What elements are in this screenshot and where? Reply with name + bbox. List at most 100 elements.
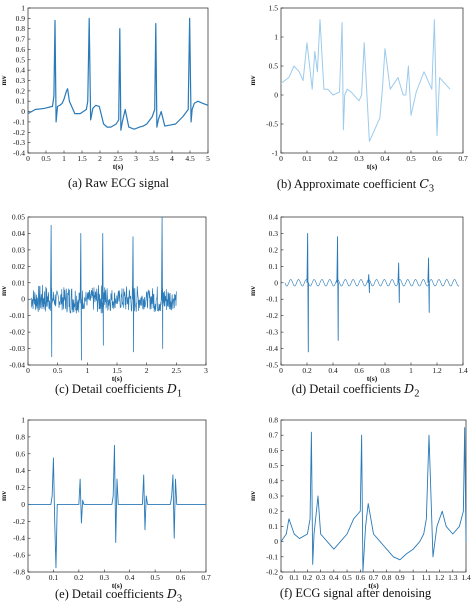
x-tick-label: 0.2 (302, 366, 312, 375)
y-tick-label: -0.4 (266, 344, 278, 353)
y-tick-label: 0.5 (269, 461, 279, 470)
x-tick-label: 0.4 (380, 154, 390, 163)
x-tick-label: 0.1 (290, 573, 300, 582)
y-tick-label: 0.2 (269, 507, 279, 516)
y-tick-label: 0.01 (12, 278, 25, 287)
x-tick-label: 1.5 (77, 154, 87, 163)
x-tick-label: 1.5 (112, 366, 122, 375)
x-tick-label: 0.3 (354, 154, 364, 163)
x-tick-label: 4 (170, 154, 174, 163)
x-tick-label: 1.4 (461, 573, 471, 582)
y-tick-label: -0.04 (9, 361, 25, 370)
x-tick-label: 0.8 (380, 366, 390, 375)
x-tick-label: 0.6 (356, 573, 366, 582)
caption-f-text: (f) ECG signal after denoising (279, 586, 432, 600)
y-tick-label: 1.5 (269, 4, 279, 13)
chart-a-svg: 0 0.5 1 1.5 2 2.5 3 3.5 4 4.5 5-0.4-0.3-0.2-0.100.… (0, 4, 210, 172)
x-tick-label: 0.5 (150, 573, 160, 582)
caption-a-text: (a) Raw ECG signal (67, 176, 170, 190)
y-tick-label: 0.4 (16, 66, 26, 75)
caption-c: (c) Detail coefficients D1 (0, 381, 237, 400)
x-tick-label: 0.2 (328, 154, 338, 163)
y-tick-label: 0.1 (269, 522, 279, 531)
y-tick-label: 0.05 (12, 213, 25, 222)
y-tick-label: 0.6 (269, 446, 279, 455)
x-tick-label: 1 (62, 154, 66, 163)
x-axis-label: t(s) (112, 374, 123, 383)
y-tick-label: -0.4 (13, 149, 25, 158)
x-axis-label: t(s) (367, 162, 378, 171)
y-tick-label: 0.6 (16, 449, 26, 458)
x-tick-label: 0.4 (125, 573, 135, 582)
y-tick-label: -0.2 (266, 311, 278, 320)
y-axis-label: mv (248, 75, 257, 85)
plot-frame-c (27, 216, 207, 366)
y-tick-label: -0.1 (13, 117, 25, 126)
x-tick-label: 0.2 (303, 573, 313, 582)
y-tick-label: 0 (274, 278, 278, 287)
caption-e-sub: 3 (176, 593, 183, 605)
y-tick-label: 0 (274, 537, 278, 546)
y-tick-label: -0.8 (13, 568, 25, 577)
plot-frame-b (280, 7, 464, 154)
caption-f: (f) ECG signal after denoising (237, 586, 474, 601)
y-axis-label: mv (0, 491, 8, 501)
chart-d-svg: 0 0.2 0.4 0.6 0.8 1 1.2 1.4 -0.5 -0.4 -0.3 -0.2 -0.1… (248, 213, 468, 384)
chart-panel-d: 0 0.2 0.4 0.6 0.8 1 1.2 1.4 -0.5 -0.4 -0.3 -0.2 -0.1… (237, 205, 474, 405)
y-tick-label: 0.4 (16, 466, 26, 475)
chart-panel-a: 0 0.5 1 1.5 2 2.5 3 3.5 4 4.5 5 -0.4 -0.3 -0.2 -0.1 0 0.… (0, 0, 237, 200)
chart-panel-b: 0 0.1 0.2 0.3 0.4 0.5 0.6 0.7 -1 -0.5 0 0.5 1 1.5 t(s)… (237, 0, 474, 200)
caption-c-math: D (166, 381, 177, 396)
caption-e-text: (e) Detail coefficients (54, 587, 164, 601)
series-line-c (50, 216, 164, 361)
y-tick-label: 0.1 (16, 97, 26, 106)
x-tick-label: 0 (26, 366, 30, 375)
baseline-wave-d (284, 279, 460, 287)
y-tick-label: -0.1 (266, 295, 278, 304)
y-tick-label: 0 (21, 500, 25, 509)
x-tick-label: 0.6 (354, 366, 364, 375)
y-axis-label: mv (248, 286, 257, 296)
x-tick-label: 0.5 (41, 154, 51, 163)
x-tick-label: 0 (26, 154, 30, 163)
x-tick-label: 0.5 (342, 573, 352, 582)
chart-e-svg: 0 0.1 0.2 0.3 0.4 0.5 0.6 0.7 -0.8 -0.6 -0.4 -0.2 0 0… (0, 416, 211, 591)
y-tick-label: 0 (274, 91, 278, 100)
x-tick-label: 1 (411, 573, 415, 582)
y-tick-label: -0.1 (266, 552, 278, 561)
y-tick-label: 0.9 (16, 14, 26, 23)
x-tick-label: 0.6 (432, 154, 442, 163)
x-tick-label: 0 (279, 154, 283, 163)
x-tick-label: 1.2 (435, 573, 445, 582)
y-axis-label: mv (0, 286, 8, 296)
y-tick-label: 0.04 (12, 229, 25, 238)
caption-d-sub: 2 (414, 388, 420, 400)
x-axis-label: t(s) (112, 581, 123, 590)
y-tick-label: 0.5 (16, 55, 26, 64)
plot-frame-f (280, 419, 467, 573)
x-tick-label: 1 (409, 366, 413, 375)
x-tick-label: 2 (145, 366, 149, 375)
x-tick-label: 1.1 (422, 573, 432, 582)
x-tick-label: 0.7 (369, 573, 379, 582)
x-tick-label: 1.4 (458, 366, 468, 375)
x-tick-label: 0.7 (458, 154, 468, 163)
y-tick-label: 0.02 (12, 262, 25, 271)
plot-frame-d (280, 216, 464, 366)
caption-d: (d) Detail coefficients D2 (237, 381, 474, 400)
x-tick-label: 3.5 (149, 154, 159, 163)
x-tick-label: 0.7 (201, 573, 211, 582)
y-tick-label: 0.3 (16, 76, 26, 85)
caption-b-text: (b) Approximate coefficient (276, 177, 417, 191)
y-tick-label: -0.5 (266, 361, 278, 370)
x-tick-label: 0.4 (328, 366, 338, 375)
y-tick-label: -0.3 (13, 138, 25, 147)
chart-f-svg: 0 0.1 0.2 0.3 0.4 0.5 0.6 0.7 0.8 0.9 1 1.1 1.2 1.3 1.… (248, 416, 471, 591)
y-axis-label: mv (248, 491, 257, 501)
y-tick-label: -0.3 (266, 328, 278, 337)
series-line-f (280, 427, 467, 573)
caption-c-text: (c) Detail coefficients (54, 382, 164, 396)
x-tick-label: 3 (134, 154, 138, 163)
y-tick-label: 0.3 (269, 229, 279, 238)
y-tick-label: 0.7 (269, 431, 279, 440)
